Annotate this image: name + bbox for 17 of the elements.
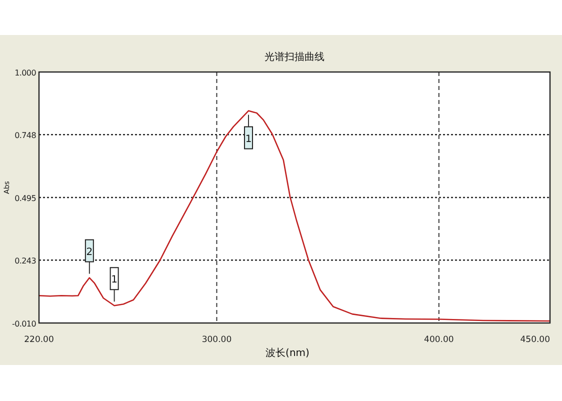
annotation: 1 — [245, 134, 252, 145]
x-tick-label: 300.00 — [202, 335, 232, 345]
x-tick-label: 450.00 — [520, 335, 550, 345]
chart-title: 光谱扫描曲线 — [264, 51, 324, 63]
y-tick-label: 1.000 — [14, 68, 36, 78]
annotation: 1 — [111, 274, 118, 286]
annotation: 1 — [110, 267, 119, 302]
y-tick-label: -0.010 — [12, 320, 36, 328]
y-tick-label: 0.243 — [14, 256, 36, 266]
x-tick-label: 220.00 — [24, 335, 54, 345]
annotation: 2 — [84, 239, 94, 274]
x-tick-label: 400.00 — [424, 335, 454, 345]
annotation: 2 — [86, 246, 93, 258]
x-axis-title: 波长(nm) — [266, 347, 310, 359]
annotation: 1 — [244, 114, 253, 150]
y-tick-label: 0.495 — [14, 194, 36, 203]
y-tick-label: 0.748 — [14, 131, 36, 140]
